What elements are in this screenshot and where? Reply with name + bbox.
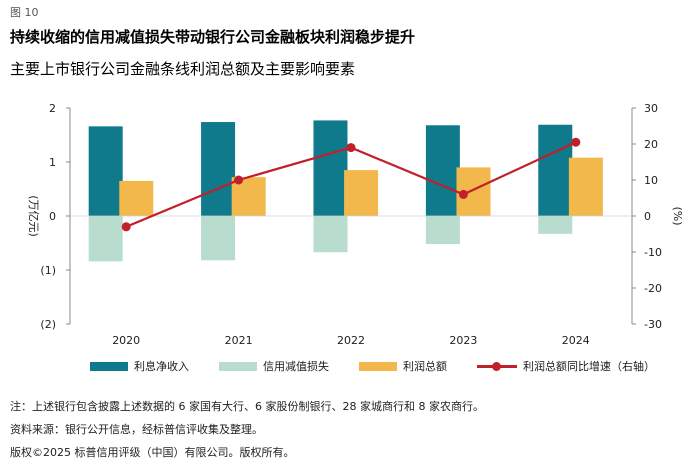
legend-label-net-interest: 利息净收入	[134, 360, 189, 373]
net-interest-bar	[425, 125, 460, 216]
right-tick-label: 20	[644, 138, 658, 151]
legend-line-growth	[477, 361, 517, 371]
legend-label-growth: 利润总额同比增速（右轴）	[523, 360, 655, 373]
right-tick-label: -20	[644, 282, 662, 295]
x-tick-label: 2023	[449, 334, 477, 347]
credit-impairment-bar	[88, 216, 123, 262]
combo-chart: (2) (1) 0 1 2 (万亿元) -30 -20 -10 0 10 20 30 (%) 2020 202…	[27, 102, 684, 347]
growth-point	[121, 222, 131, 232]
net-interest-bar	[201, 122, 236, 216]
figure-label: 图 10	[10, 6, 39, 19]
net-interest-bar	[313, 120, 348, 216]
legend-swatch-credit-impairment	[219, 361, 257, 371]
x-tick-label: 2020	[112, 334, 140, 347]
left-tick-label: 2	[49, 102, 56, 115]
legend-label-credit-impairment: 信用减值损失	[263, 360, 329, 373]
legend-label-total-profit: 利润总额	[403, 360, 447, 373]
legend-item-growth: 利润总额同比增速（右轴）	[477, 358, 655, 374]
x-tick-label: 2022	[337, 334, 365, 347]
chart-subtitle: 主要上市银行公司金融条线利润总额及主要影响要素	[10, 60, 356, 78]
chart-title: 持续收缩的信用减值损失带动银行公司金融板块利润稳步提升	[10, 28, 416, 46]
legend-swatch-total-profit	[359, 361, 397, 371]
growth-point	[458, 189, 468, 199]
source-note: 资料来源：银行公开信息，经标普信评收集及整理。	[10, 423, 263, 436]
net-interest-bar	[88, 126, 123, 216]
x-tick-label: 2024	[562, 334, 590, 347]
x-tick-label: 2021	[225, 334, 253, 347]
credit-impairment-bar	[538, 216, 573, 234]
copyright-note: 版权©2025 标普信用评级（中国）有限公司。版权所有。	[10, 446, 295, 459]
growth-point	[234, 175, 244, 185]
left-axis-label: (万亿元)	[27, 195, 40, 237]
left-tick-label: 0	[49, 210, 56, 223]
credit-impairment-bar	[425, 216, 460, 245]
total-profit-bar	[344, 170, 379, 216]
legend-item-net-interest: 利息净收入	[90, 358, 189, 374]
legend-item-credit-impairment: 信用减值损失	[219, 358, 329, 374]
legend-item-total-profit: 利润总额	[359, 358, 447, 374]
right-tick-label: 0	[644, 210, 651, 223]
footnote: 注：上述银行包含披露上述数据的 6 家国有大行、6 家股份制银行、28 家城商行…	[10, 400, 484, 413]
total-profit-bar	[119, 180, 154, 216]
net-interest-bar	[538, 124, 573, 216]
right-tick-label: -30	[644, 318, 662, 331]
legend: 利息净收入 信用减值损失 利润总额 利润总额同比增速（右轴）	[90, 358, 685, 374]
total-profit-bar	[568, 157, 603, 216]
left-tick-label: (1)	[40, 264, 56, 277]
credit-impairment-bar	[313, 216, 348, 253]
left-tick-label: (2)	[40, 318, 56, 331]
right-tick-label: 10	[644, 174, 658, 187]
right-tick-label: 30	[644, 102, 658, 115]
right-axis-label: (%)	[671, 206, 684, 225]
growth-point	[571, 137, 581, 147]
growth-point	[346, 143, 356, 153]
left-tick-label: 1	[49, 156, 56, 169]
legend-swatch-net-interest	[90, 361, 128, 371]
credit-impairment-bar	[201, 216, 236, 261]
right-tick-label: -10	[644, 246, 662, 259]
